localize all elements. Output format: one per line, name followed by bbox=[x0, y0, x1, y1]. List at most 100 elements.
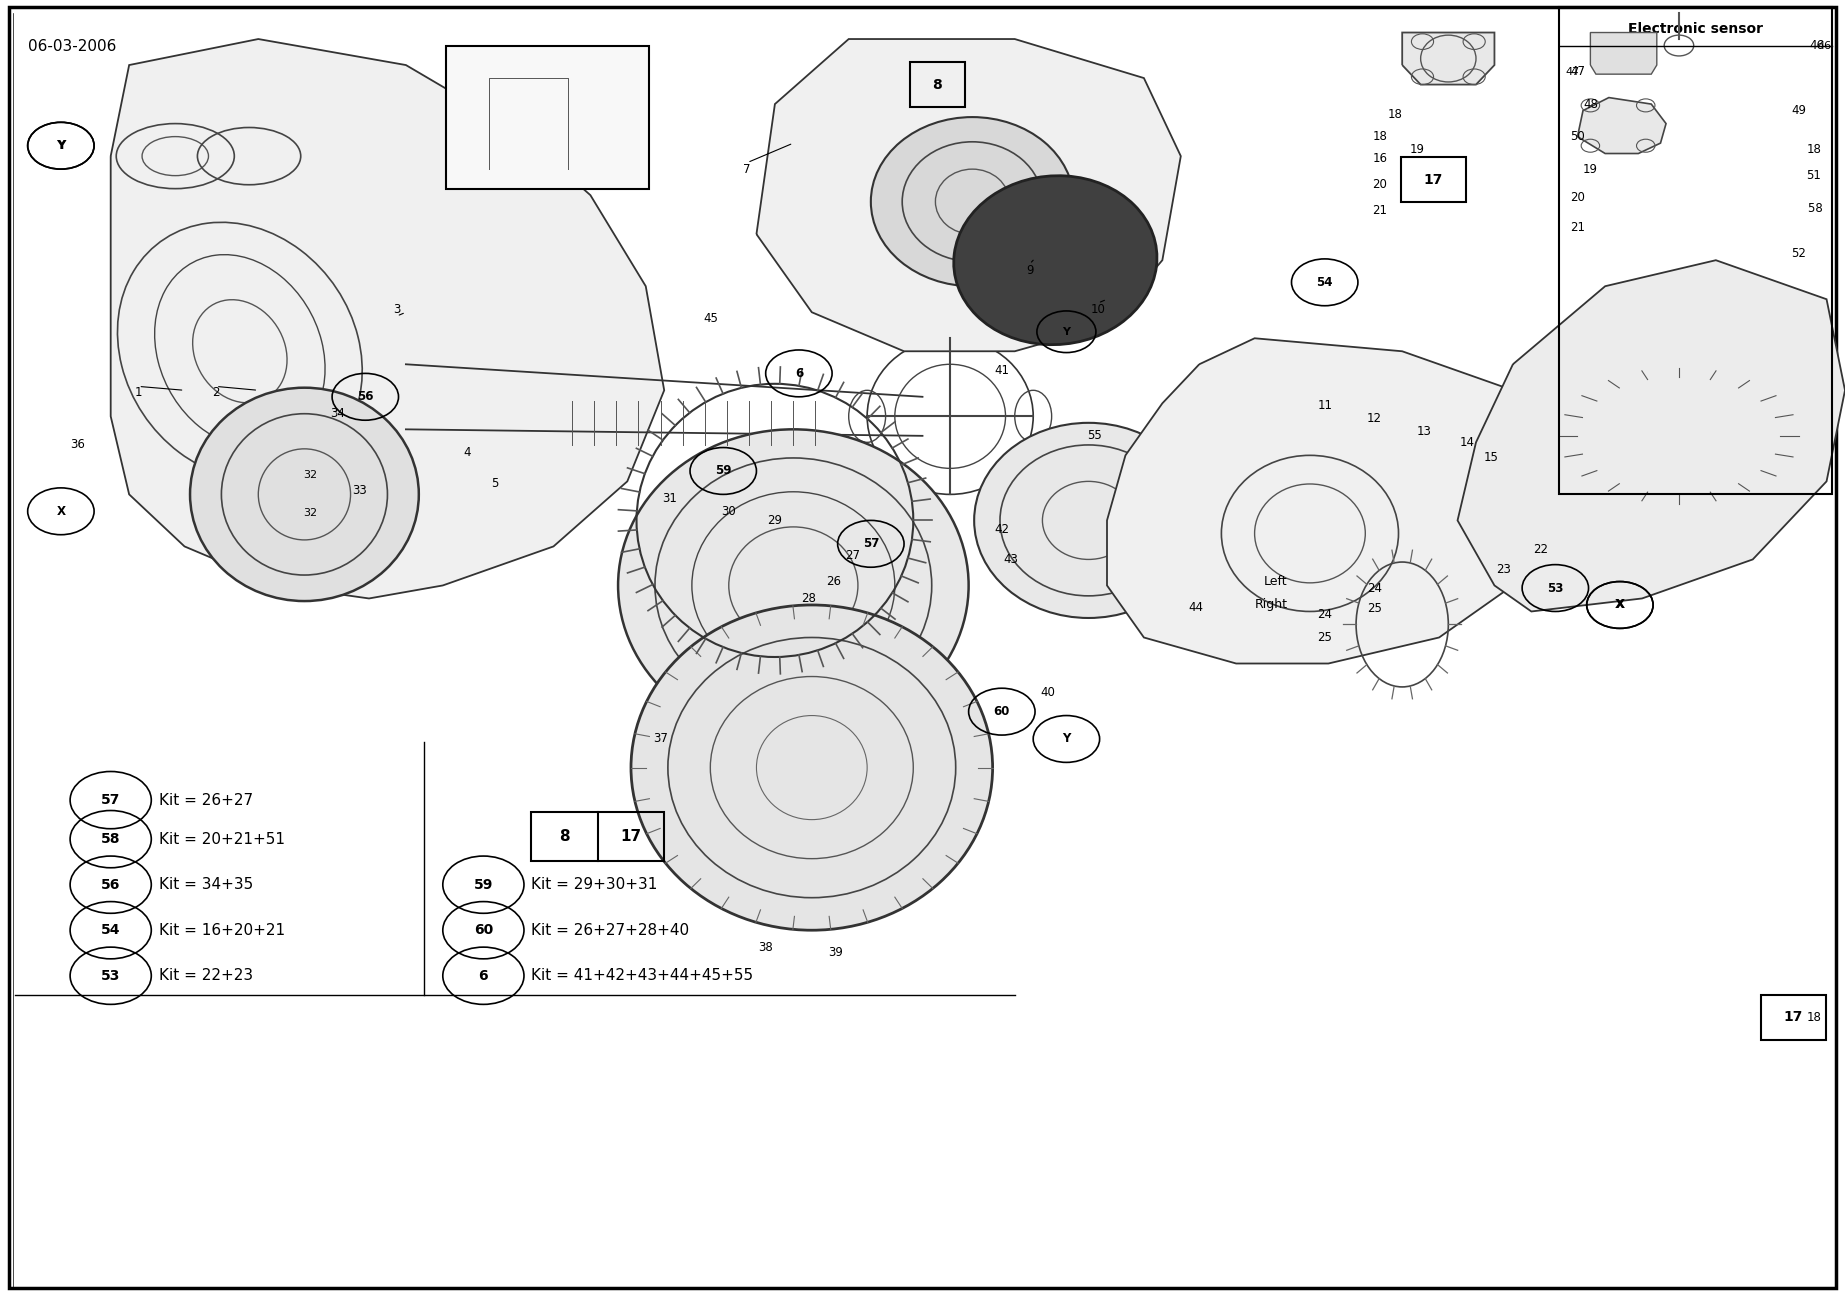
Text: 59: 59 bbox=[474, 878, 493, 891]
Text: 56: 56 bbox=[101, 878, 120, 891]
Text: 39: 39 bbox=[828, 946, 843, 959]
Text: X: X bbox=[1616, 598, 1624, 611]
Text: 36: 36 bbox=[70, 438, 85, 451]
Text: OPTIONAL: OPTIONAL bbox=[683, 827, 779, 846]
Text: Kit = 22+23: Kit = 22+23 bbox=[159, 968, 253, 984]
Text: 54: 54 bbox=[1317, 276, 1332, 289]
Text: 52: 52 bbox=[1791, 247, 1806, 260]
Text: 26: 26 bbox=[827, 575, 841, 588]
Text: 34: 34 bbox=[330, 407, 345, 420]
Text: 32: 32 bbox=[303, 470, 317, 480]
PathPatch shape bbox=[1458, 260, 1845, 611]
Text: 8: 8 bbox=[932, 78, 943, 91]
Text: 45: 45 bbox=[703, 312, 718, 325]
Text: 24: 24 bbox=[1317, 608, 1332, 621]
PathPatch shape bbox=[1107, 338, 1568, 664]
Text: 17: 17 bbox=[1424, 173, 1443, 186]
Text: 4: 4 bbox=[463, 446, 470, 459]
Text: 56: 56 bbox=[358, 390, 373, 403]
Text: 37: 37 bbox=[653, 732, 668, 745]
Text: 6: 6 bbox=[795, 367, 803, 380]
Text: Kit = 26+27+28+40: Kit = 26+27+28+40 bbox=[531, 922, 690, 938]
Text: 3: 3 bbox=[393, 303, 400, 316]
Text: 57: 57 bbox=[101, 794, 120, 807]
Text: 58: 58 bbox=[101, 833, 120, 846]
Text: 7: 7 bbox=[744, 163, 751, 176]
Bar bbox=[910, 61, 965, 108]
Text: 48: 48 bbox=[1583, 98, 1598, 111]
Text: 19: 19 bbox=[1410, 143, 1424, 156]
Text: 23: 23 bbox=[1496, 563, 1511, 576]
Text: 19: 19 bbox=[1583, 163, 1598, 176]
Text: Kit = 20+21+51: Kit = 20+21+51 bbox=[159, 831, 284, 847]
Text: Right: Right bbox=[1255, 598, 1288, 611]
Text: 5: 5 bbox=[491, 477, 498, 490]
Text: 6: 6 bbox=[478, 969, 489, 982]
PathPatch shape bbox=[1590, 33, 1657, 74]
Text: 10: 10 bbox=[1090, 303, 1105, 316]
Text: 47: 47 bbox=[1565, 66, 1579, 77]
Text: 24: 24 bbox=[1367, 582, 1382, 595]
Text: 44: 44 bbox=[1188, 601, 1203, 614]
Bar bbox=[446, 46, 649, 189]
Ellipse shape bbox=[631, 605, 993, 930]
PathPatch shape bbox=[756, 39, 1181, 351]
Text: 12: 12 bbox=[1367, 412, 1382, 425]
Text: 20: 20 bbox=[1570, 191, 1585, 204]
Text: 25: 25 bbox=[1317, 631, 1332, 644]
Bar bbox=[1559, 7, 1832, 494]
Text: 59: 59 bbox=[716, 464, 731, 477]
Text: 38: 38 bbox=[758, 941, 773, 954]
Text: Kit = 16+20+21: Kit = 16+20+21 bbox=[159, 922, 284, 938]
Text: 40: 40 bbox=[1041, 686, 1055, 699]
Ellipse shape bbox=[871, 117, 1074, 286]
Text: 1: 1 bbox=[135, 386, 142, 399]
Text: Y: Y bbox=[57, 139, 65, 152]
PathPatch shape bbox=[111, 39, 664, 598]
Text: Y: Y bbox=[57, 139, 65, 152]
Text: 21: 21 bbox=[1570, 221, 1585, 234]
Text: 53: 53 bbox=[101, 969, 120, 982]
Text: 25: 25 bbox=[1367, 602, 1382, 615]
PathPatch shape bbox=[1577, 98, 1666, 154]
Text: 51: 51 bbox=[1806, 169, 1821, 182]
Text: 2: 2 bbox=[212, 386, 220, 399]
Text: 47: 47 bbox=[1570, 65, 1585, 78]
Text: X: X bbox=[57, 505, 65, 518]
Bar bbox=[1402, 157, 1467, 203]
Text: 53: 53 bbox=[1548, 582, 1563, 595]
Text: Kit = 26+27: Kit = 26+27 bbox=[159, 792, 253, 808]
Text: 57: 57 bbox=[863, 537, 878, 550]
Text: 49: 49 bbox=[1791, 104, 1806, 117]
Text: 17: 17 bbox=[620, 829, 642, 844]
Text: Kit = 41+42+43+44+45+55: Kit = 41+42+43+44+45+55 bbox=[531, 968, 753, 984]
Text: 18: 18 bbox=[1373, 130, 1387, 143]
Text: 43: 43 bbox=[1004, 553, 1018, 566]
Text: 33: 33 bbox=[352, 484, 367, 497]
Text: 14: 14 bbox=[1459, 436, 1474, 449]
Ellipse shape bbox=[190, 388, 419, 601]
FancyBboxPatch shape bbox=[9, 7, 1836, 1288]
Text: Y: Y bbox=[1063, 327, 1070, 337]
Text: 13: 13 bbox=[1417, 425, 1432, 438]
Text: 46: 46 bbox=[1810, 39, 1825, 52]
Text: X: X bbox=[1614, 598, 1625, 611]
Text: 54: 54 bbox=[101, 924, 120, 937]
Bar bbox=[1760, 994, 1827, 1041]
Text: 06-03-2006: 06-03-2006 bbox=[28, 39, 116, 55]
Text: 9: 9 bbox=[1026, 264, 1033, 277]
Ellipse shape bbox=[974, 423, 1203, 618]
Text: 18: 18 bbox=[1806, 143, 1821, 156]
Text: 32: 32 bbox=[303, 507, 317, 518]
Text: 42: 42 bbox=[994, 523, 1009, 536]
Text: 17: 17 bbox=[1784, 1011, 1803, 1024]
Bar bbox=[531, 812, 664, 861]
Text: 21: 21 bbox=[1373, 204, 1387, 217]
Text: 22: 22 bbox=[1533, 543, 1548, 556]
Text: 11: 11 bbox=[1317, 399, 1332, 412]
Text: 41: 41 bbox=[994, 364, 1009, 377]
Text: 18: 18 bbox=[1806, 1011, 1821, 1024]
Text: 29: 29 bbox=[768, 514, 782, 527]
Text: 20: 20 bbox=[1373, 178, 1387, 191]
Text: Left: Left bbox=[1264, 575, 1288, 588]
